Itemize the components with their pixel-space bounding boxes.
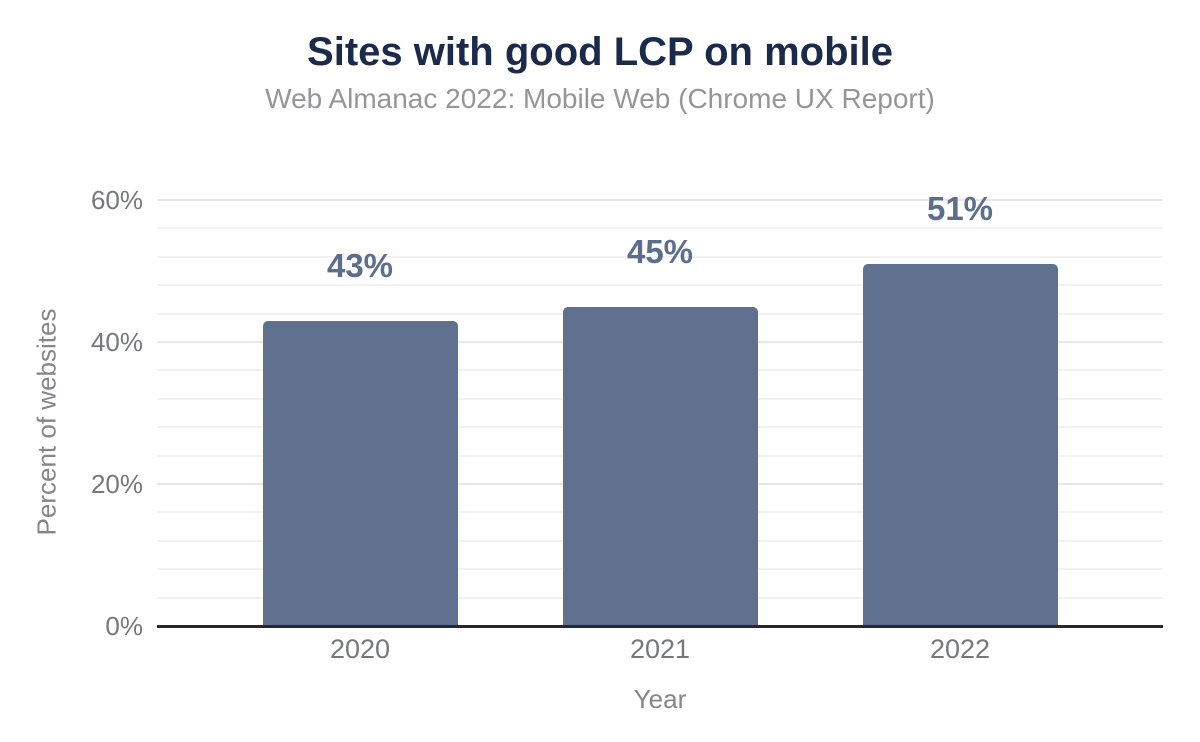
x-axis-title: Year	[633, 684, 687, 714]
bar-value-label-2020: 43%	[326, 246, 394, 284]
gridline-56pct	[157, 227, 1163, 230]
x-axis-baseline	[157, 625, 1163, 628]
x-tick-2022: 2022	[929, 634, 991, 664]
x-tick-2021: 2021	[629, 634, 691, 664]
bar-2020	[262, 320, 458, 626]
bar-value-label-2022: 51%	[926, 189, 994, 227]
gridline-52pct	[157, 255, 1163, 258]
chart-subtitle: Web Almanac 2022: Mobile Web (Chrome UX …	[265, 83, 935, 114]
plot-area: 43% 45% 51%	[157, 190, 1163, 626]
bar-2022	[862, 263, 1058, 626]
y-tick-20%: 20%	[90, 469, 143, 499]
bar-2021	[562, 306, 758, 626]
gridline-60pct	[157, 199, 1163, 201]
chart-title: Sites with good LCP on mobile	[307, 30, 893, 74]
x-tick-2020: 2020	[329, 634, 391, 664]
bar-value-label-2021: 45%	[626, 232, 694, 270]
y-tick-40%: 40%	[90, 327, 143, 357]
y-tick-0%: 0%	[105, 611, 143, 641]
y-tick-60%: 60%	[90, 185, 143, 215]
gridline-48pct	[157, 284, 1163, 287]
